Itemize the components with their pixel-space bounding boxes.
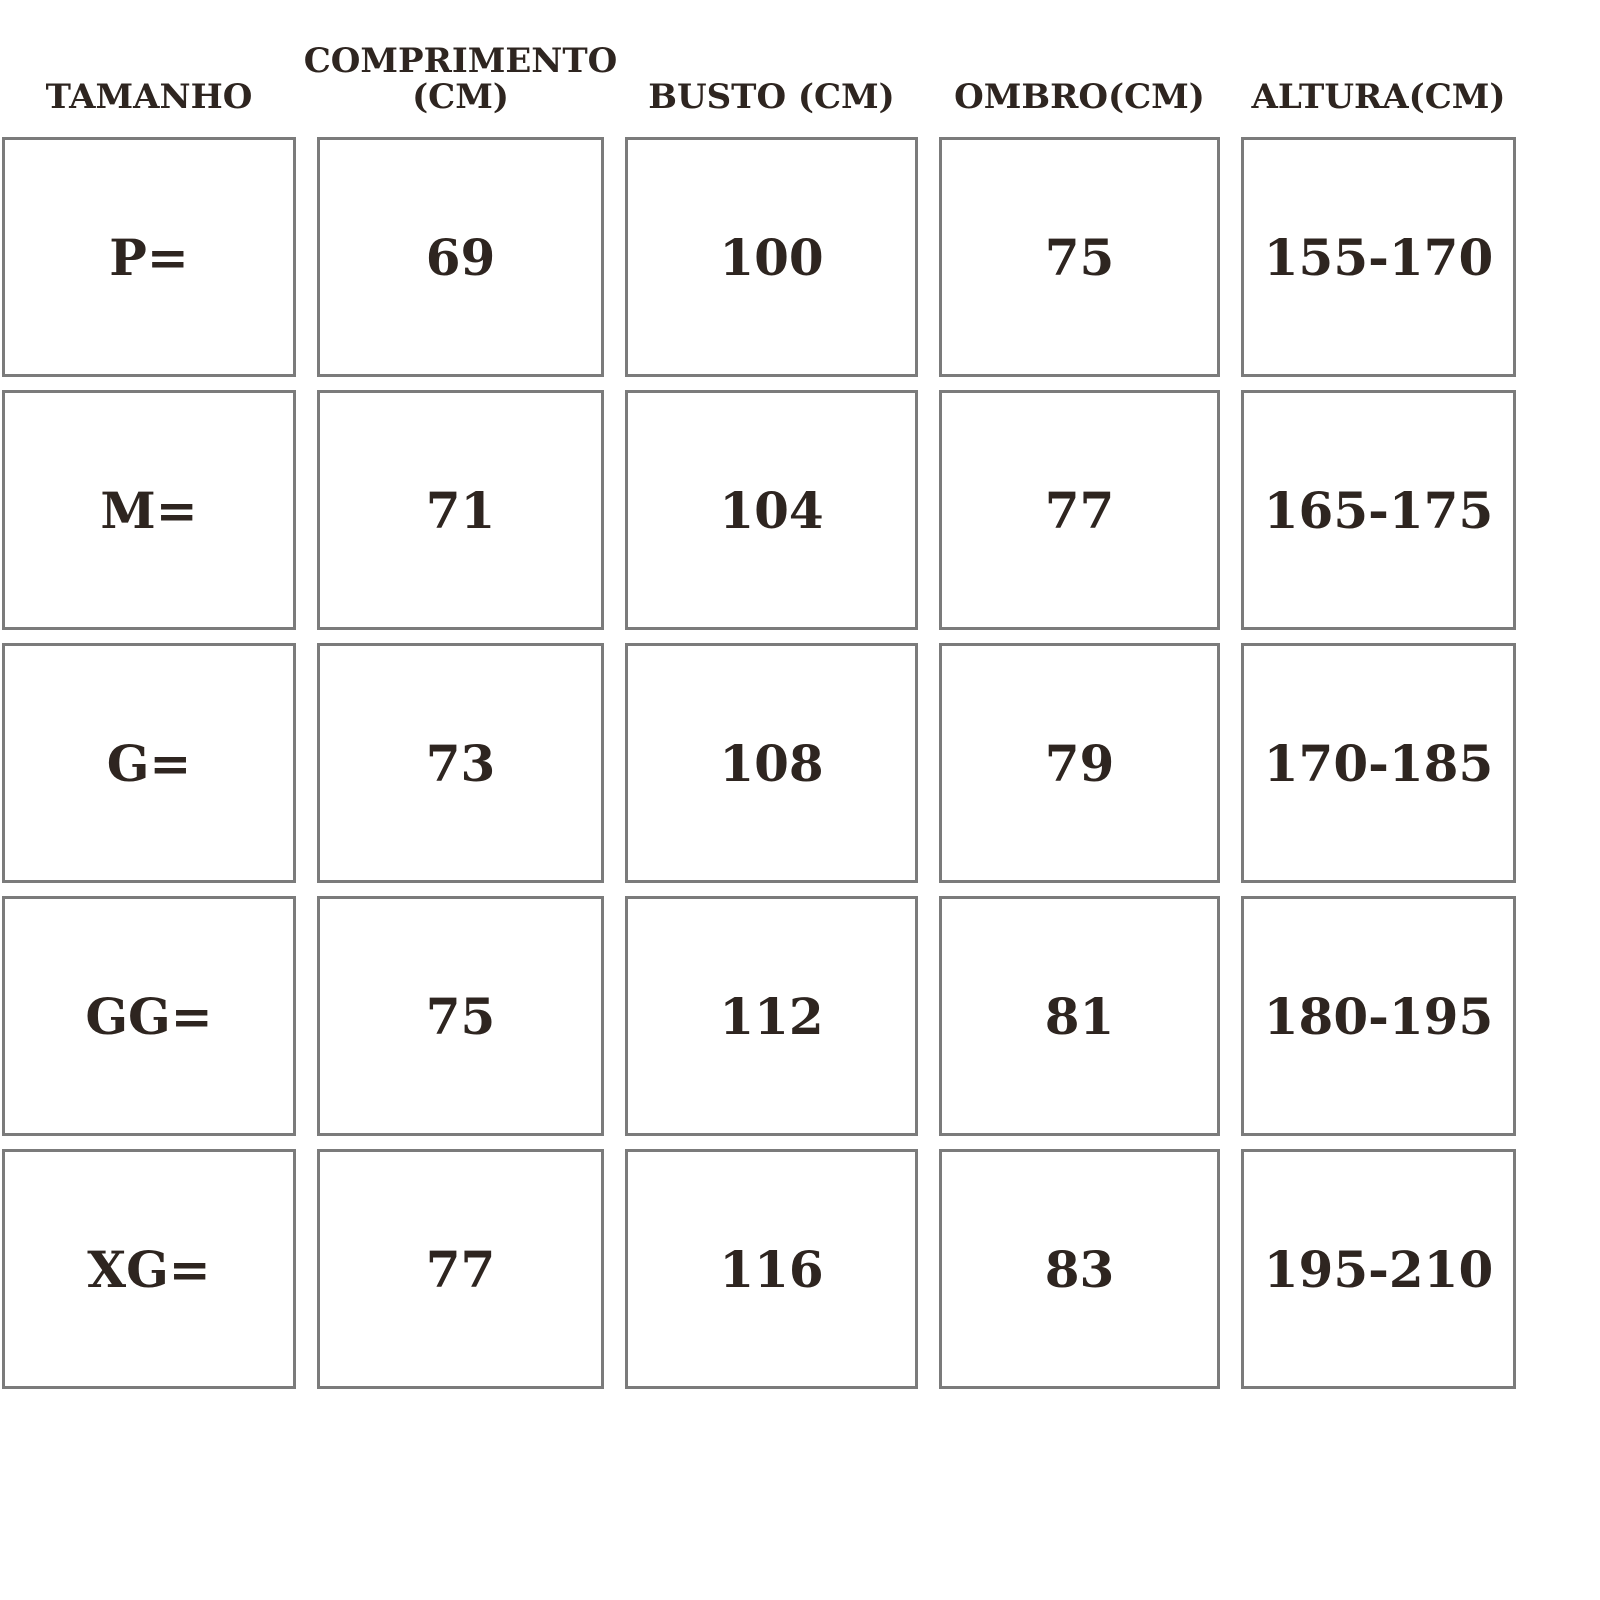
cell-size-xg: XG=	[2, 1149, 296, 1389]
cell-altura-m: 165-175	[1241, 390, 1516, 630]
cell-comprimento-p: 69	[317, 137, 604, 377]
cell-busto-m: 104	[625, 390, 918, 630]
cell-ombro-m: 77	[939, 390, 1220, 630]
column-header-altura: ALTURA(CM)	[1251, 77, 1506, 118]
cell-busto-xg: 116	[625, 1149, 918, 1389]
cell-comprimento-m: 71	[317, 390, 604, 630]
cell-altura-xg: 195-210	[1241, 1149, 1516, 1389]
cell-altura-gg: 180-195	[1241, 896, 1516, 1136]
cell-altura-g: 170-185	[1241, 643, 1516, 883]
cell-ombro-gg: 81	[939, 896, 1220, 1136]
cell-ombro-xg: 83	[939, 1149, 1220, 1389]
cell-comprimento-gg: 75	[317, 896, 604, 1136]
column-header-ombro: OMBRO(CM)	[954, 77, 1205, 118]
cell-ombro-g: 79	[939, 643, 1220, 883]
cell-size-p: P=	[2, 137, 296, 377]
column-header-busto: BUSTO (CM)	[648, 77, 895, 118]
column-header-comprimento: COMPRIMENTO (CM)	[303, 40, 618, 118]
cell-size-gg: GG=	[2, 896, 296, 1136]
cell-comprimento-g: 73	[317, 643, 604, 883]
cell-ombro-p: 75	[939, 137, 1220, 377]
cell-busto-gg: 112	[625, 896, 918, 1136]
cell-size-g: G=	[2, 643, 296, 883]
cell-size-m: M=	[2, 390, 296, 630]
cell-altura-p: 155-170	[1241, 137, 1516, 377]
cell-busto-g: 108	[625, 643, 918, 883]
size-chart-table: TAMANHO COMPRIMENTO (CM) BUSTO (CM) OMBR…	[2, 0, 1516, 1389]
column-header-tamanho: TAMANHO	[45, 77, 253, 118]
cell-busto-p: 100	[625, 137, 918, 377]
cell-comprimento-xg: 77	[317, 1149, 604, 1389]
